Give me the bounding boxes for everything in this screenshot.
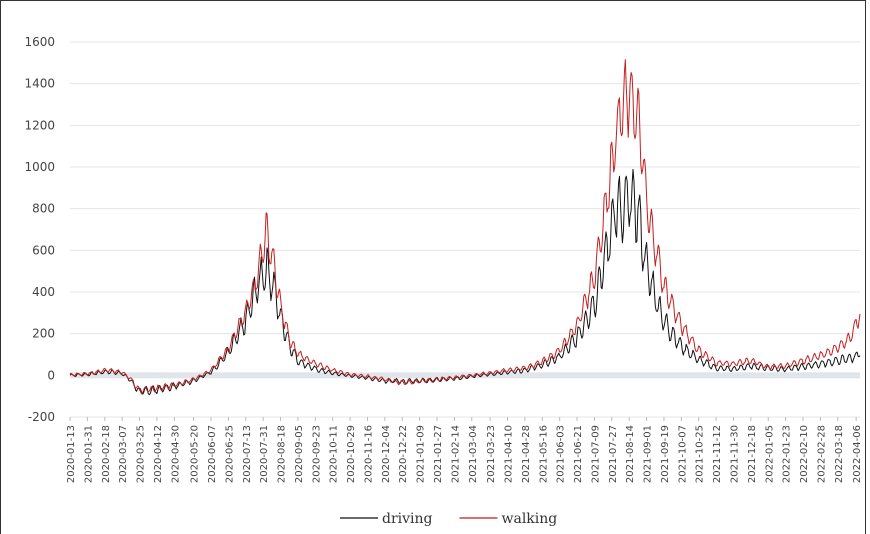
x-tick-label: 2021-07-27 — [608, 425, 619, 483]
y-tick-label: 800 — [32, 202, 55, 216]
x-tick-label: 2021-06-03 — [556, 425, 567, 483]
x-tick-label: 2020-03-25 — [136, 425, 147, 483]
x-tick-label: 2022-01-05 — [764, 425, 775, 483]
x-tick-label: 2021-04-28 — [521, 425, 532, 483]
series-line-walking — [69, 59, 861, 395]
x-tick-label: 2020-03-07 — [118, 425, 129, 483]
x-tick-label: 2021-02-14 — [450, 425, 461, 483]
y-tick-label: 1400 — [24, 77, 55, 91]
x-tick-label: 2020-06-25 — [224, 425, 235, 483]
y-tick-label: 200 — [32, 327, 55, 341]
x-tick-label: 2021-01-09 — [416, 425, 427, 483]
x-tick-label: 2020-07-31 — [259, 425, 270, 483]
x-tick-label: 2021-10-07 — [677, 425, 688, 483]
x-tick-label: 2021-09-01 — [643, 425, 654, 483]
x-tick-label: 2020-04-12 — [153, 425, 164, 483]
x-tick-label: 2020-10-11 — [329, 425, 340, 483]
x-tick-label: 2021-01-27 — [433, 425, 444, 483]
y-axis-ticks: -200 0 200 400 600 800 1000 1200 1400 1600 — [24, 35, 55, 424]
x-axis-ticks: 2020-01-13 2020-01-31 2020-02-18 2020-03-07… — [66, 417, 863, 483]
x-tick-label: 2021-11-30 — [729, 425, 740, 483]
x-tick-label: 2021-08-14 — [625, 425, 636, 483]
x-tick-label: 2020-01-13 — [66, 425, 77, 483]
x-tick-label: 2022-01-23 — [782, 425, 793, 483]
x-tick-label: 2020-11-16 — [363, 425, 374, 483]
legend-label-driving: driving — [382, 511, 433, 527]
x-tick-label: 2020-07-13 — [242, 425, 253, 483]
y-tick-label: 1200 — [24, 118, 55, 132]
x-tick-label: 2020-08-18 — [277, 425, 288, 483]
series-lines — [69, 59, 861, 396]
x-tick-label: 2021-07-09 — [590, 425, 601, 483]
x-tick-label: 2020-12-22 — [398, 425, 409, 483]
x-tick-label: 2020-02-18 — [101, 425, 112, 483]
x-tick-label: 2020-12-04 — [381, 425, 392, 483]
gridlines — [70, 41, 860, 418]
x-tick-label: 2021-03-04 — [468, 425, 479, 483]
y-tick-label: 400 — [32, 285, 55, 299]
x-tick-label: 2022-02-10 — [799, 425, 810, 483]
y-tick-label: 1600 — [24, 35, 55, 49]
x-tick-label: 2021-12-18 — [747, 425, 758, 483]
x-tick-label: 2021-09-19 — [660, 425, 671, 483]
y-tick-label: 600 — [32, 243, 55, 257]
x-tick-label: 2020-01-31 — [83, 425, 94, 483]
y-tick-label: 1000 — [24, 160, 55, 174]
x-tick-label: 2021-06-21 — [573, 425, 584, 483]
x-tick-label: 2022-02-28 — [816, 425, 827, 483]
y-tick-label: -200 — [28, 410, 55, 424]
x-tick-label: 2021-11-12 — [712, 425, 723, 483]
zero-band — [70, 372, 860, 379]
x-tick-label: 2021-05-16 — [538, 425, 549, 483]
x-tick-label: 2020-10-29 — [346, 425, 357, 483]
x-tick-label: 2022-04-06 — [852, 425, 863, 483]
x-tick-label: 2021-10-25 — [695, 425, 706, 483]
legend-label-walking: walking — [502, 511, 558, 527]
x-tick-label: 2020-04-30 — [170, 425, 181, 483]
x-tick-label: 2021-04-10 — [503, 425, 514, 483]
x-tick-label: 2021-03-23 — [486, 425, 497, 483]
x-tick-label: 2020-09-05 — [294, 425, 305, 483]
legend: driving walking — [340, 511, 557, 527]
y-tick-label: 0 — [47, 368, 55, 382]
x-tick-label: 2020-09-23 — [311, 425, 322, 483]
x-tick-label: 2020-05-20 — [190, 425, 201, 483]
x-tick-label: 2020-06-07 — [207, 425, 218, 483]
x-tick-label: 2022-03-18 — [834, 425, 845, 483]
